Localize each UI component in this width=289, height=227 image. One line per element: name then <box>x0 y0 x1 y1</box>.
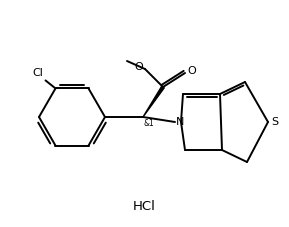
Text: HCl: HCl <box>133 200 155 214</box>
Text: &1: &1 <box>144 119 155 128</box>
Text: N: N <box>176 117 184 127</box>
Text: Cl: Cl <box>33 68 44 78</box>
Text: S: S <box>271 117 278 127</box>
Text: O: O <box>134 62 143 72</box>
Text: O: O <box>187 66 196 76</box>
Polygon shape <box>143 86 164 117</box>
